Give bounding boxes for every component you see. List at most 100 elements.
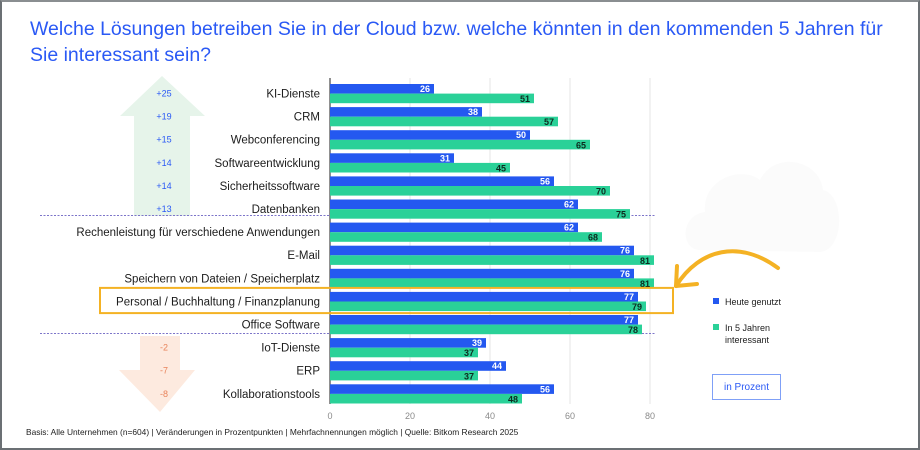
data-label-today: 62 <box>564 200 574 210</box>
legend-swatch-today <box>713 298 719 304</box>
bar-future <box>330 139 590 150</box>
category-label: Datenbanken <box>252 204 320 216</box>
change-label: +13 <box>156 204 171 214</box>
bar-future <box>330 370 478 381</box>
data-label-future: 51 <box>520 94 530 104</box>
bar-today <box>330 199 578 210</box>
category-label: Softwareentwicklung <box>215 158 320 170</box>
legend-item-today: Heute genutzt <box>713 297 781 309</box>
legend-item-future: In 5 Jahren interessant <box>713 323 770 346</box>
data-label-today: 77 <box>624 315 634 325</box>
bar-future <box>330 93 534 104</box>
data-label-today: 76 <box>620 269 630 279</box>
change-label: +14 <box>156 158 171 168</box>
data-label-future: 45 <box>496 163 506 173</box>
category-label: IoT-Dienste <box>261 343 320 355</box>
change-label: +14 <box>156 181 171 191</box>
change-label: +19 <box>156 112 171 122</box>
legend-label-future: In 5 Jahren interessant <box>725 323 771 345</box>
data-label-future: 70 <box>596 187 606 197</box>
data-label-today: 39 <box>472 338 482 348</box>
category-label: Personal / Buchhaltung / Finanzplanung <box>116 296 320 308</box>
data-label-future: 48 <box>508 394 518 404</box>
legend-swatch-future <box>713 324 719 330</box>
change-label: -7 <box>160 366 168 376</box>
data-label-future: 81 <box>640 279 650 289</box>
legend-label-today: Heute genutzt <box>725 297 782 307</box>
chart-title: Welche Lösungen betreiben Sie in der Clo… <box>30 18 883 66</box>
data-label-today: 76 <box>620 246 630 256</box>
category-label: E-Mail <box>287 250 320 262</box>
bar-today <box>330 384 554 394</box>
change-label: +25 <box>156 89 171 99</box>
x-tick-label: 40 <box>485 411 495 421</box>
change-label: -2 <box>160 343 168 353</box>
bar-today <box>330 338 486 348</box>
data-label-future: 68 <box>588 233 598 243</box>
category-label: Kollaborationstools <box>223 389 320 401</box>
increase-arrow <box>120 76 205 216</box>
category-label: Sicherheitssoftware <box>220 181 320 193</box>
data-label-today: 31 <box>440 153 450 163</box>
data-label-future: 81 <box>640 256 650 266</box>
change-label: -8 <box>160 389 168 399</box>
bar-future <box>330 255 654 265</box>
data-label-today: 44 <box>492 361 502 371</box>
data-label-future: 75 <box>616 210 626 220</box>
bar-future <box>330 232 602 242</box>
data-label-future: 37 <box>464 371 474 381</box>
bar-today <box>330 315 638 325</box>
x-tick-label: 20 <box>405 411 415 421</box>
bar-future <box>330 186 610 196</box>
data-label-today: 38 <box>468 107 478 117</box>
category-label: CRM <box>294 112 320 124</box>
decrease-arrow <box>119 336 195 412</box>
bar-today <box>330 130 530 140</box>
data-label-future: 79 <box>632 302 642 312</box>
category-label: Webconferencing <box>231 135 320 147</box>
bar-today <box>330 84 434 94</box>
bar-future <box>330 324 642 335</box>
bar-today <box>330 268 634 279</box>
category-label: Office Software <box>242 320 320 332</box>
highlight-arrow-head <box>674 264 699 288</box>
footer-source-note: Basis: Alle Unternehmen (n=604) | Veränd… <box>26 427 519 437</box>
bar-future <box>330 209 630 219</box>
bar-future <box>330 301 646 312</box>
data-label-today: 77 <box>624 292 634 302</box>
highlight-box <box>99 286 674 315</box>
x-tick-label: 80 <box>645 411 655 421</box>
data-label-today: 56 <box>540 176 550 186</box>
bar-future <box>330 116 558 127</box>
bar-today <box>330 222 578 233</box>
bar-today <box>330 291 638 302</box>
data-label-future: 37 <box>464 348 474 358</box>
unit-label-box: in Prozent <box>712 374 781 400</box>
data-label-today: 26 <box>420 84 430 94</box>
category-label: ERP <box>296 366 320 378</box>
x-tick-label: 60 <box>565 411 575 421</box>
data-label-future: 57 <box>544 117 554 127</box>
data-label-today: 56 <box>540 384 550 394</box>
bar-future <box>330 278 654 288</box>
data-label-future: 65 <box>576 140 586 150</box>
bar-today <box>330 153 454 163</box>
category-label: Rechenleistung für verschiedene Anwendun… <box>76 227 320 239</box>
data-label-today: 62 <box>564 223 574 233</box>
bar-today <box>330 361 506 371</box>
bar-today <box>330 107 482 117</box>
bar-future <box>330 347 478 358</box>
category-label: KI-Dienste <box>266 89 320 101</box>
highlight-arrow <box>674 249 780 288</box>
bar-future <box>330 162 510 173</box>
bar-future <box>330 393 522 404</box>
cloud-decoration <box>685 161 840 252</box>
bar-today <box>330 245 634 256</box>
x-tick-label: 0 <box>327 411 332 421</box>
data-label-today: 50 <box>516 130 526 140</box>
bar-today <box>330 176 554 186</box>
data-label-future: 78 <box>628 325 638 335</box>
category-label: Speichern von Dateien / Speicherplatz <box>124 273 320 285</box>
